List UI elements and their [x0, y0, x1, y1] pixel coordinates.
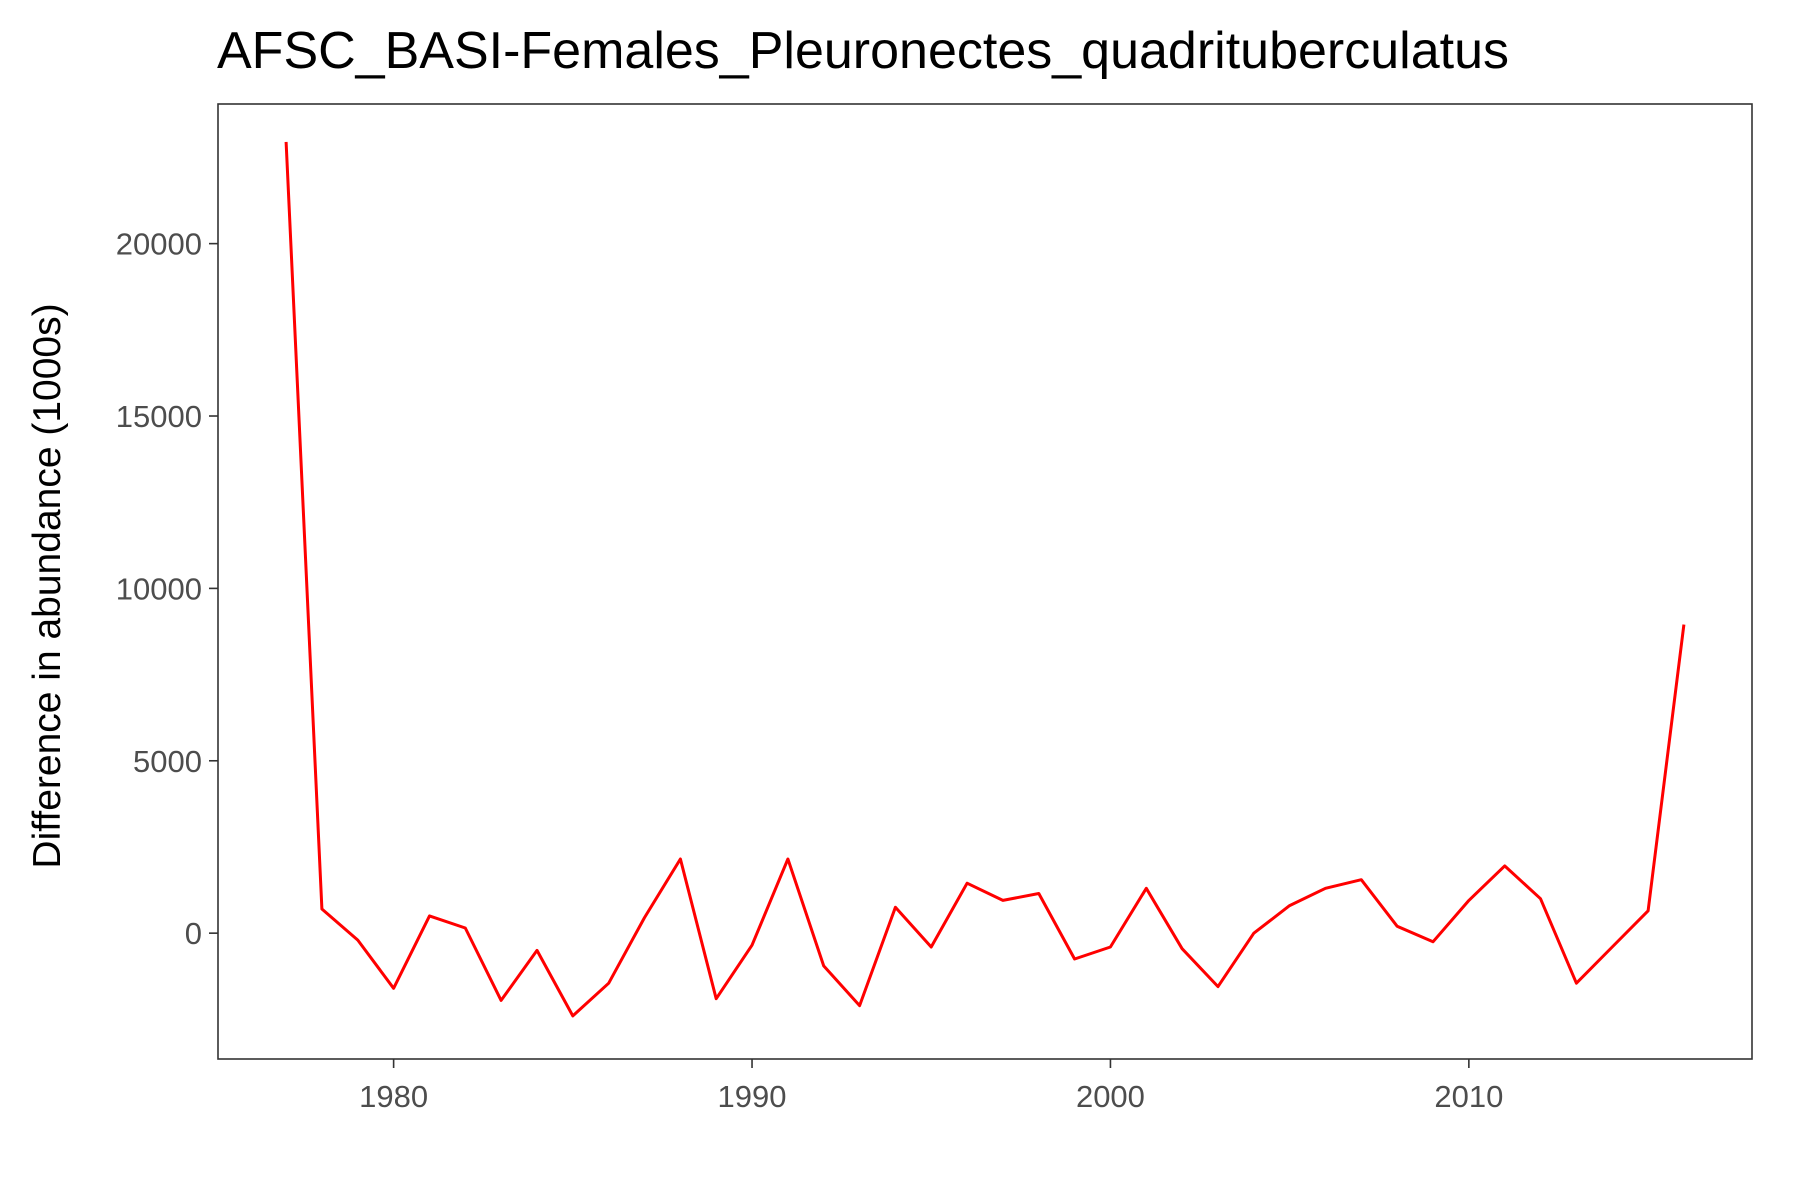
plot-panel-border — [217, 103, 1753, 1060]
x-tick-label: 1990 — [718, 1079, 787, 1114]
y-tick-label: 10000 — [116, 571, 202, 606]
x-tick-label: 2010 — [1434, 1079, 1503, 1114]
y-axis-title: Difference in abundance (1000s) — [26, 303, 69, 868]
series-line-0 — [284, 141, 1686, 1018]
x-tick-label: 1980 — [359, 1079, 428, 1114]
y-tick-label: 0 — [185, 916, 202, 951]
y-tick-label: 20000 — [116, 227, 202, 262]
plot-area: 0 5000 10000 15000 20000 1980 1990 2000 2010 — [116, 103, 1753, 1114]
chart-title: AFSC_BASI-Females_Pleuronectes_quadritub… — [217, 22, 1509, 80]
y-tick-label: 5000 — [133, 744, 202, 779]
x-tick-label: 2000 — [1076, 1079, 1145, 1114]
y-tick-label: 15000 — [116, 399, 202, 434]
